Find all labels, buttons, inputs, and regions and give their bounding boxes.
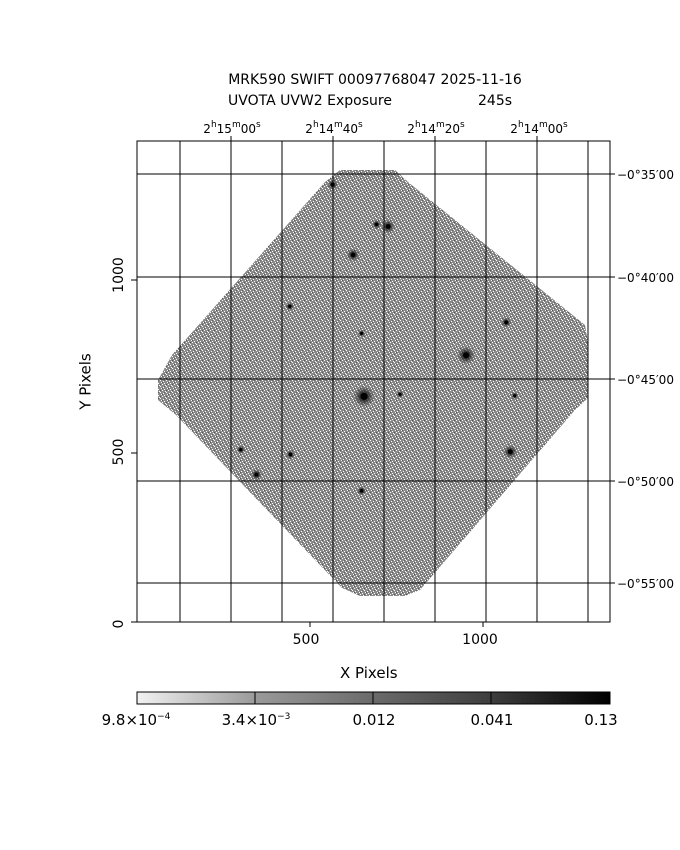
point-source-core bbox=[463, 352, 470, 359]
point-source-core bbox=[513, 394, 517, 398]
colorbar-tick-label: 0.13 bbox=[584, 711, 618, 729]
dec-tick-label: −0°45′00 bbox=[617, 373, 674, 387]
dec-tick-label: −0°55′00 bbox=[617, 577, 674, 591]
plot-frame bbox=[136, 140, 611, 623]
point-source-core bbox=[254, 472, 259, 477]
point-source-core bbox=[360, 331, 364, 335]
exposure-footprint bbox=[158, 170, 588, 596]
point-source-core bbox=[374, 222, 379, 227]
wcs-grid bbox=[137, 141, 610, 622]
dec-tick-label: −0°40′00 bbox=[617, 271, 674, 285]
point-source-core bbox=[239, 448, 243, 452]
point-source-core bbox=[504, 320, 509, 325]
point-source-core bbox=[385, 224, 391, 229]
point-source-core bbox=[288, 304, 292, 309]
point-source-core bbox=[359, 489, 364, 493]
ra-tick-label: 2h15m00s bbox=[203, 120, 261, 136]
source-layer bbox=[236, 179, 519, 496]
filter-exposure-label: UVOTA UVW2 Exposure bbox=[228, 93, 392, 109]
colorbar-tick-label: 3.4×10−3 bbox=[221, 711, 291, 729]
x-tick-label: 1000 bbox=[462, 632, 498, 648]
ra-tick-label: 2h14m20s bbox=[407, 120, 465, 136]
point-source-core bbox=[360, 392, 368, 400]
ra-tick-label: 2h14m40s bbox=[305, 120, 363, 136]
point-source-core bbox=[288, 452, 293, 457]
ra-tick-label: 2h14m00s bbox=[510, 120, 568, 136]
colorbar-tick-label: 9.8×10−4 bbox=[101, 711, 171, 729]
exposure-time: 245s bbox=[478, 93, 513, 109]
colorbar-tick-label: 0.012 bbox=[352, 711, 396, 729]
colorbar-tick-label: 0.041 bbox=[470, 711, 514, 729]
point-source-core bbox=[398, 392, 402, 396]
x-axis-label: X Pixels bbox=[340, 664, 398, 682]
dec-tick-label: −0°35′00 bbox=[617, 168, 674, 182]
x-tick-label: 500 bbox=[292, 632, 320, 648]
point-source-core bbox=[350, 252, 356, 258]
dec-tick-label: −0°50′00 bbox=[617, 475, 674, 489]
point-source-core bbox=[507, 449, 513, 455]
plot-title: MRK590 SWIFT 00097768047 2025-11-16 bbox=[228, 72, 522, 88]
